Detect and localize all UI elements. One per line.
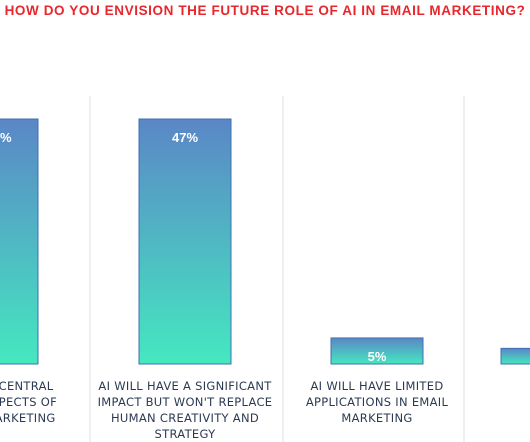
bar-1 <box>0 118 39 365</box>
category-label-3: AI WILL HAVE LIMITED APPLICATIONS IN EMA… <box>305 379 449 425</box>
category-label-2: AI WILL HAVE A SIGNIFICANT IMPACT BUT WO… <box>97 379 273 441</box>
bar-3 <box>330 337 424 365</box>
bar-value-label-2: 47% <box>172 130 198 145</box>
bar-4 <box>500 347 530 365</box>
bar-value-label-1: % <box>0 130 12 145</box>
bar-2 <box>138 118 232 365</box>
chart-title: HOW DO YOU ENVISION THE FUTURE ROLE OF A… <box>4 3 526 18</box>
bar-value-label-3: 5% <box>368 349 387 364</box>
category-label-1: A CENTRAL ASPECTS OF MARKETING <box>0 379 58 425</box>
category-label-4: NO <box>487 378 530 394</box>
